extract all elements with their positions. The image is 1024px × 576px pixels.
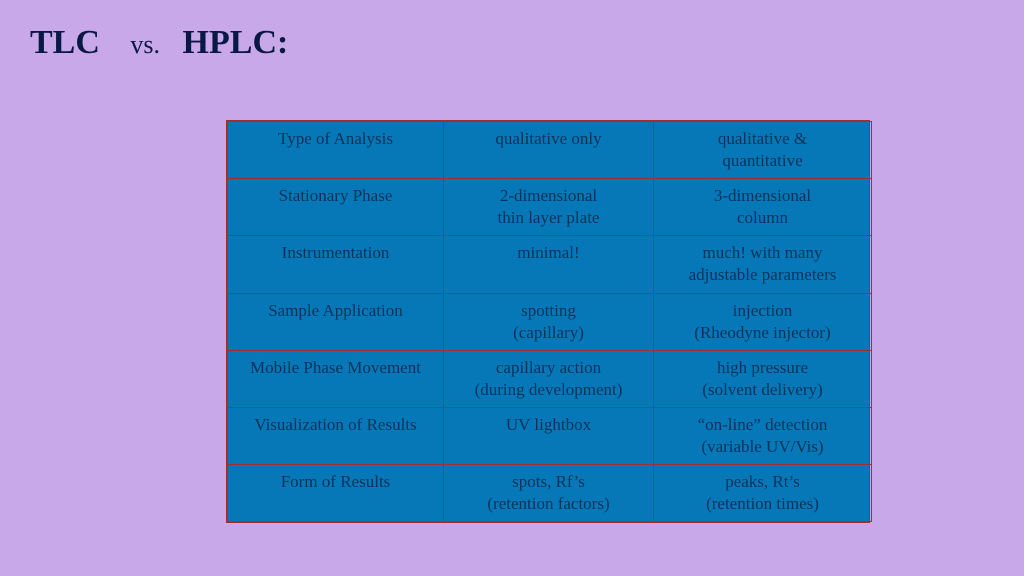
tlc-cell: capillary action(during development) [444,350,654,407]
tlc-cell: spots, Rf’s(retention factors) [444,465,654,522]
hplc-cell: 3-dimensionalcolumn [654,179,872,236]
title-vs: vs. [130,30,160,59]
hplc-cell: much! with manyadjustable parameters [654,236,872,293]
row-label: Type of Analysis [228,122,444,179]
tlc-cell: spotting(capillary) [444,293,654,350]
hplc-cell: injection(Rheodyne injector) [654,293,872,350]
hplc-cell: high pressure(solvent delivery) [654,350,872,407]
row-label: Visualization of Results [228,407,444,464]
table-row: Mobile Phase Movementcapillary action(du… [228,350,872,407]
comparison-table-wrap: Type of Analysisqualitative onlyqualitat… [226,120,870,523]
row-label: Instrumentation [228,236,444,293]
tlc-cell: minimal! [444,236,654,293]
table-row: Form of Resultsspots, Rf’s(retention fac… [228,465,872,522]
hplc-cell: qualitative &quantitative [654,122,872,179]
hplc-cell: peaks, Rt’s(retention times) [654,465,872,522]
slide-title: TLC vs. HPLC: [30,24,288,62]
table-row: Stationary Phase2-dimensionalthin layer … [228,179,872,236]
row-label: Stationary Phase [228,179,444,236]
table-row: Visualization of ResultsUV lightbox“on-l… [228,407,872,464]
title-right: HPLC: [183,24,289,61]
title-left: TLC [30,24,100,61]
table-row: Type of Analysisqualitative onlyqualitat… [228,122,872,179]
table-row: Instrumentationminimal!much! with manyad… [228,236,872,293]
row-label: Sample Application [228,293,444,350]
tlc-cell: 2-dimensionalthin layer plate [444,179,654,236]
tlc-cell: UV lightbox [444,407,654,464]
tlc-cell: qualitative only [444,122,654,179]
row-label: Mobile Phase Movement [228,350,444,407]
hplc-cell: “on-line” detection(variable UV/Vis) [654,407,872,464]
comparison-table: Type of Analysisqualitative onlyqualitat… [227,121,872,522]
row-label: Form of Results [228,465,444,522]
table-row: Sample Applicationspotting(capillary)inj… [228,293,872,350]
